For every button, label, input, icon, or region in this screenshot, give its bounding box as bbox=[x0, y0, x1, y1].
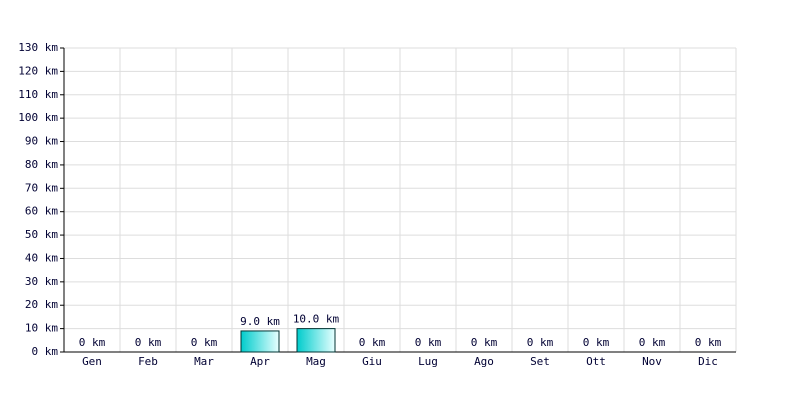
value-label: 0 km bbox=[135, 336, 162, 349]
bar bbox=[240, 330, 280, 353]
x-tick-label: Lug bbox=[418, 355, 438, 368]
x-tick-label: Nov bbox=[642, 355, 662, 368]
value-label: 0 km bbox=[695, 336, 722, 349]
x-tick-label: Apr bbox=[250, 355, 270, 368]
y-tick-label: 130 km bbox=[18, 41, 58, 54]
bar bbox=[296, 328, 336, 353]
y-tick-label: 0 km bbox=[32, 345, 59, 358]
y-tick-label: 110 km bbox=[18, 88, 58, 101]
value-label: 0 km bbox=[471, 336, 498, 349]
value-label: 0 km bbox=[583, 336, 610, 349]
x-tick-label: Ott bbox=[586, 355, 606, 368]
x-tick-label: Mag bbox=[306, 355, 326, 368]
value-label: 0 km bbox=[79, 336, 106, 349]
y-tick-label: 120 km bbox=[18, 64, 58, 77]
value-label: 10.0 km bbox=[293, 313, 340, 326]
y-tick-label: 70 km bbox=[25, 181, 58, 194]
x-tick-label: Mar bbox=[194, 355, 214, 368]
y-tick-label: 10 km bbox=[25, 322, 58, 335]
x-tick-label: Gen bbox=[82, 355, 102, 368]
y-tick-label: 50 km bbox=[25, 228, 58, 241]
y-tick-label: 20 km bbox=[25, 298, 58, 311]
x-tick-label: Feb bbox=[138, 355, 158, 368]
y-tick-label: 80 km bbox=[25, 158, 58, 171]
value-label: 0 km bbox=[415, 336, 442, 349]
x-tick-label: Dic bbox=[698, 355, 718, 368]
value-label: 0 km bbox=[527, 336, 554, 349]
value-label: 0 km bbox=[639, 336, 666, 349]
value-label: 0 km bbox=[359, 336, 386, 349]
y-tick-label: 100 km bbox=[18, 111, 58, 124]
x-tick-label: Ago bbox=[474, 355, 494, 368]
y-tick-label: 60 km bbox=[25, 205, 58, 218]
y-tick-label: 40 km bbox=[25, 251, 58, 264]
value-label: 9.0 km bbox=[240, 315, 280, 328]
x-tick-label: Set bbox=[530, 355, 550, 368]
y-tick-label: 90 km bbox=[25, 135, 58, 148]
value-label: 0 km bbox=[191, 336, 218, 349]
y-tick-label: 30 km bbox=[25, 275, 58, 288]
x-tick-label: Giu bbox=[362, 355, 382, 368]
